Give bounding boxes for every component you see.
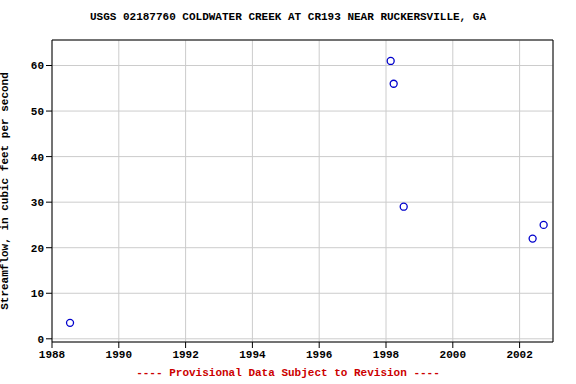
svg-text:2002: 2002 [506, 349, 532, 361]
svg-text:10: 10 [31, 288, 44, 300]
svg-text:2000: 2000 [440, 349, 466, 361]
svg-text:1988: 1988 [39, 349, 66, 361]
html-text:---- Provisional Data Subject: ---- Provisional Data Subject to Revisio… [136, 367, 440, 379]
svg-text:1998: 1998 [373, 349, 400, 361]
svg-text:50: 50 [31, 106, 44, 118]
svg-text:0: 0 [37, 334, 44, 346]
svg-text:1992: 1992 [172, 349, 198, 361]
html-text:USGS 02187760 COLDWATER CREEK: USGS 02187760 COLDWATER CREEK AT CR193 N… [90, 11, 486, 23]
svg-text:20: 20 [31, 243, 44, 255]
svg-text:1996: 1996 [306, 349, 332, 361]
svg-text:1994: 1994 [239, 349, 266, 361]
svg-text:40: 40 [31, 152, 44, 164]
svg-text:Streamflow, in cubic feet per: Streamflow, in cubic feet per second [8, 72, 11, 310]
svg-text:30: 30 [31, 197, 44, 209]
svg-text:1990: 1990 [106, 349, 132, 361]
svg-text:60: 60 [31, 60, 44, 72]
